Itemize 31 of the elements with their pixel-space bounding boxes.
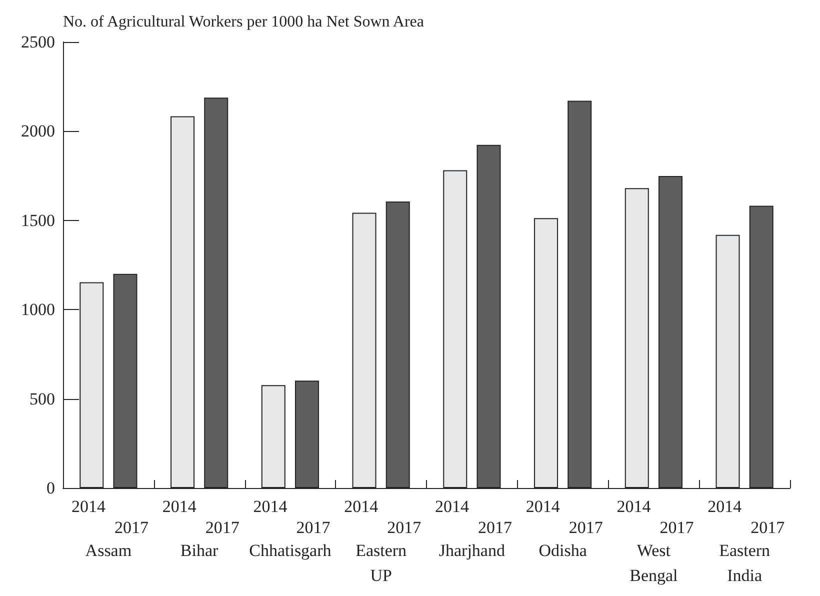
text: 2017 <box>205 518 240 537</box>
x-tick-label: Odisha <box>538 541 588 560</box>
text: 2014 <box>434 497 469 516</box>
y-tick-label: 500 <box>30 389 55 408</box>
text: 2014 <box>616 497 651 516</box>
text: 2014 <box>344 497 378 516</box>
text: 2014 <box>253 497 288 516</box>
x-tick-label: Chhatisgarh <box>249 541 332 560</box>
x-tick-label: Eastern India <box>719 541 771 585</box>
series-label: 2017 <box>114 518 149 537</box>
x-tick-label: West Bengal <box>630 541 678 585</box>
legend-label: 2014 <box>162 497 197 516</box>
text: 2014 <box>708 497 742 516</box>
y-axis-title: No. of Agricultural Workers per 1000 ha Net Sown Area <box>63 14 424 30</box>
text: 2017 <box>568 518 603 537</box>
y-tick-label: 2000 <box>21 122 55 141</box>
x-tick-label: Jharjhand <box>438 541 506 560</box>
y-tick-label: 1500 <box>21 210 55 230</box>
text: 2014 <box>71 497 106 516</box>
text: 2017 <box>660 518 694 537</box>
x-tick-label: Bihar <box>180 541 219 560</box>
y-tick-label: 0 <box>46 478 55 498</box>
text: 2017 <box>750 518 785 537</box>
text: 2017 <box>387 518 422 537</box>
text: 2017 <box>296 518 330 537</box>
y-tick-label: 2500 <box>21 32 55 52</box>
x-tick-label: Assam <box>85 541 132 560</box>
y-tick-label: 1000 <box>21 300 55 320</box>
text: 2017 <box>478 518 512 537</box>
text: 2014 <box>526 497 560 516</box>
x-tick-label: Eastern UP <box>356 541 408 585</box>
